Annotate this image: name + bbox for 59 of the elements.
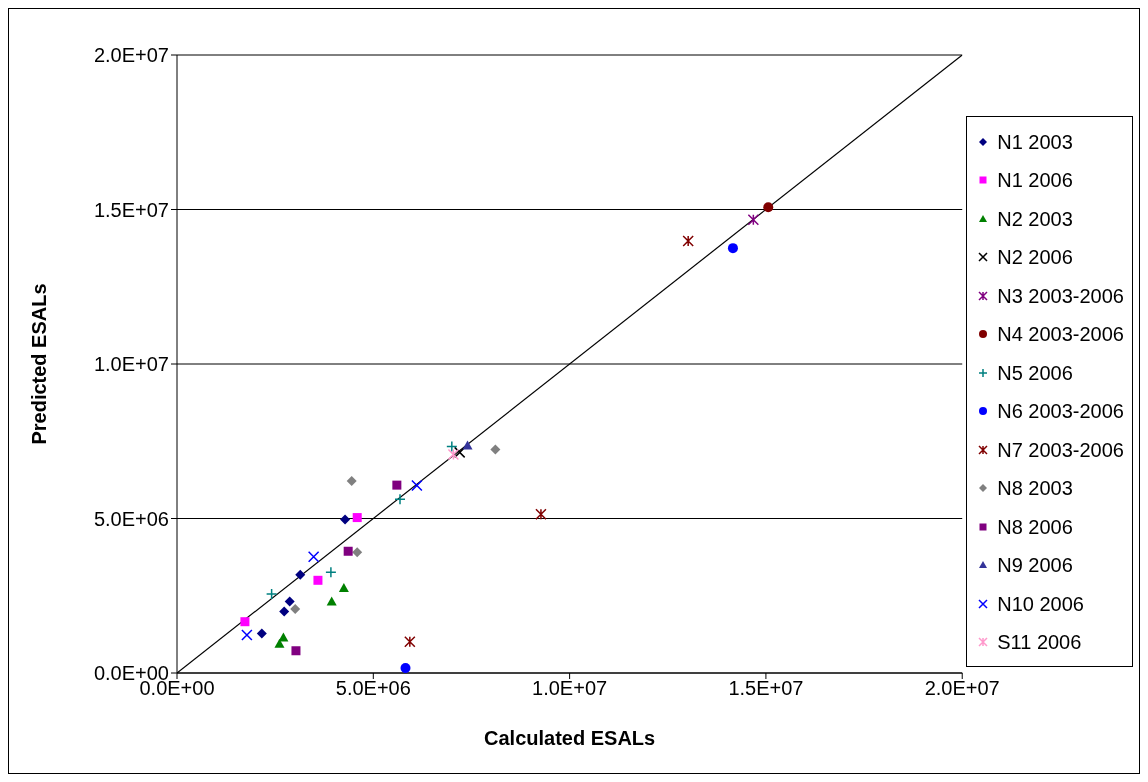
point (447, 448, 460, 461)
y-tick-label: 2.0E+07 (93, 44, 169, 67)
point (446, 440, 458, 453)
point (747, 213, 760, 226)
point (340, 514, 351, 525)
legend-label: N5 2006 (997, 360, 1073, 386)
legend-label: N4 2003-2006 (997, 322, 1124, 347)
point (240, 617, 250, 627)
point (290, 604, 301, 615)
point (338, 583, 349, 593)
x-tick-label: 1.5E+07 (728, 677, 804, 700)
point (284, 596, 295, 607)
point (394, 493, 406, 506)
legend-label: N8 2003 (997, 476, 1073, 501)
point (727, 243, 738, 254)
point (346, 476, 357, 487)
y-tick-label: 1.5E+07 (93, 198, 169, 221)
legend-label: N1 2003 (997, 129, 1073, 155)
point (256, 628, 267, 639)
point (462, 440, 473, 450)
point (325, 566, 337, 579)
point (241, 629, 253, 641)
legend-label: N3 2003-2006 (997, 283, 1124, 309)
legend-label: S11 2006 (997, 630, 1082, 655)
point (279, 606, 290, 617)
point (265, 588, 278, 600)
point (400, 663, 411, 673)
legend-label: N1 2006 (997, 168, 1073, 193)
legend-label: N2 2003 (997, 206, 1073, 232)
point (352, 547, 363, 558)
point (343, 546, 353, 556)
legend-label: N8 2006 (997, 514, 1073, 540)
point (352, 513, 362, 523)
x-tick-label: 1.0E+07 (532, 677, 608, 700)
y-axis-title: Predicted ESALs (28, 283, 51, 445)
point (274, 638, 285, 648)
legend-label: N6 2003-2006 (997, 399, 1124, 424)
point (404, 636, 416, 648)
y-tick-label: 1.0E+07 (93, 353, 169, 376)
point (313, 575, 323, 585)
y-tick-label: 5.0E+06 (93, 507, 169, 530)
point (490, 444, 501, 455)
point (326, 596, 337, 606)
legend-label: N7 2003-2006 (997, 437, 1124, 463)
point (307, 551, 320, 563)
x-axis-title: Calculated ESALs (484, 727, 656, 749)
x-tick-label: 5.0E+06 (335, 677, 411, 700)
point (291, 646, 301, 656)
point (453, 446, 466, 459)
point (535, 508, 547, 520)
legend-label: N2 2006 (997, 245, 1073, 270)
point (763, 202, 774, 213)
point (392, 480, 402, 490)
point (295, 569, 306, 580)
x-tick-label: 2.0E+07 (924, 677, 1000, 700)
point (411, 479, 423, 492)
point (682, 235, 694, 247)
legend-label: N10 2006 (997, 591, 1084, 617)
legend-label: N9 2006 (997, 553, 1073, 578)
